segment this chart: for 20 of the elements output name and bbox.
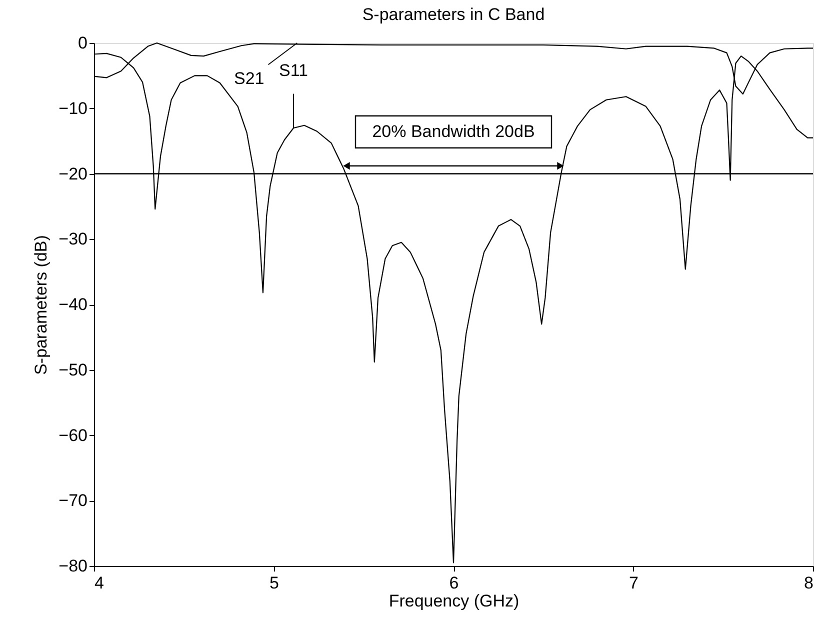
x-tick-label: 4 xyxy=(94,574,104,592)
annotation: S21 xyxy=(234,69,264,88)
y-tick-label: −10 xyxy=(58,98,88,118)
x-axis-title: Frequency (GHz) xyxy=(388,592,520,610)
y-tick-label: −80 xyxy=(58,556,88,576)
x-tick-label: 6 xyxy=(449,574,459,592)
y-tick-label: −70 xyxy=(58,491,88,510)
y-tick-label: −60 xyxy=(58,426,88,445)
x-tick-label: 5 xyxy=(270,574,279,592)
y-tick-label: 0 xyxy=(78,34,88,52)
y-tick-label: −50 xyxy=(58,360,88,380)
y-tick-label: −20 xyxy=(58,164,88,184)
x-tick-label: 8 xyxy=(804,574,814,592)
x-tick-label: 7 xyxy=(629,574,638,592)
y-tick-label: −40 xyxy=(58,295,88,314)
annotation: S11 xyxy=(279,60,308,80)
annotation: 20% Bandwidth 20dB xyxy=(372,122,535,141)
y-axis-title: S-parameters (dB) xyxy=(32,235,51,375)
y-tick-label: −30 xyxy=(58,230,88,249)
chart-title: S-parameters in C Band xyxy=(362,5,545,24)
